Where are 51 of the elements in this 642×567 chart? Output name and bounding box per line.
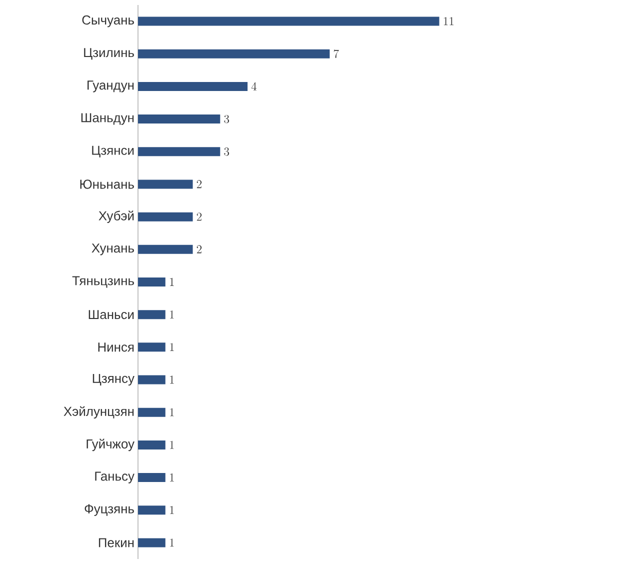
y-tick-label: Гуандун: [88, 80, 134, 92]
y-tick-label: Пекин: [98, 538, 134, 548]
y-tick-label: Гуйчжоу: [86, 438, 134, 452]
y-tick-label: Цзилинь: [84, 48, 134, 60]
y-tick-label: Цзянсу: [92, 374, 134, 386]
data-label: 3: [224, 148, 230, 156]
bar: [138, 342, 166, 352]
data-label: 11: [444, 17, 454, 26]
bar: [138, 277, 166, 286]
data-label: 1: [170, 440, 174, 449]
y-tick-label: Хунань: [92, 244, 134, 256]
bar: [138, 440, 166, 450]
bar: [138, 538, 166, 548]
y-tick-label: Хубэй: [98, 210, 134, 223]
bar: [138, 310, 166, 320]
bar: [138, 375, 166, 384]
bar: [138, 147, 220, 156]
data-label: 1: [170, 538, 174, 547]
data-label: 1: [170, 408, 174, 416]
bar: [138, 82, 248, 91]
bar: [138, 506, 166, 515]
data-label: 1: [170, 376, 174, 384]
data-label: 1: [170, 278, 174, 286]
data-label: 2: [196, 245, 202, 254]
y-tick-label: Хэйлунцзян: [64, 406, 134, 418]
bar: [138, 473, 166, 482]
bar: [138, 180, 193, 189]
y-tick-label: Цзянси: [92, 146, 134, 158]
bar: [138, 244, 193, 254]
y-tick-label: Фуцзянь: [84, 504, 134, 516]
bar: [138, 16, 440, 26]
bar: [138, 408, 166, 417]
data-label: 1: [170, 310, 174, 318]
data-label: 1: [170, 506, 174, 514]
bar: [138, 212, 193, 222]
data-label: 3: [224, 114, 230, 124]
bar: [138, 114, 220, 124]
y-tick-label: Шаньдун: [81, 113, 134, 125]
data-label: 4: [251, 82, 257, 90]
data-label: 2: [196, 212, 202, 221]
y-tick-label: Тяньцзинь: [72, 276, 134, 288]
data-label: 1: [170, 473, 174, 482]
y-tick-label: Ганьсу: [95, 472, 134, 484]
y-tick-label: Нинся: [98, 342, 134, 352]
data-label: 2: [196, 180, 202, 188]
y-tick-label: Юньнань: [80, 180, 134, 189]
bar: [138, 49, 330, 58]
data-label: 1: [170, 343, 174, 352]
y-tick-label: Сычуань: [82, 15, 134, 28]
y-tick-label: Шаньси: [88, 310, 134, 320]
data-label: 7: [334, 50, 339, 58]
